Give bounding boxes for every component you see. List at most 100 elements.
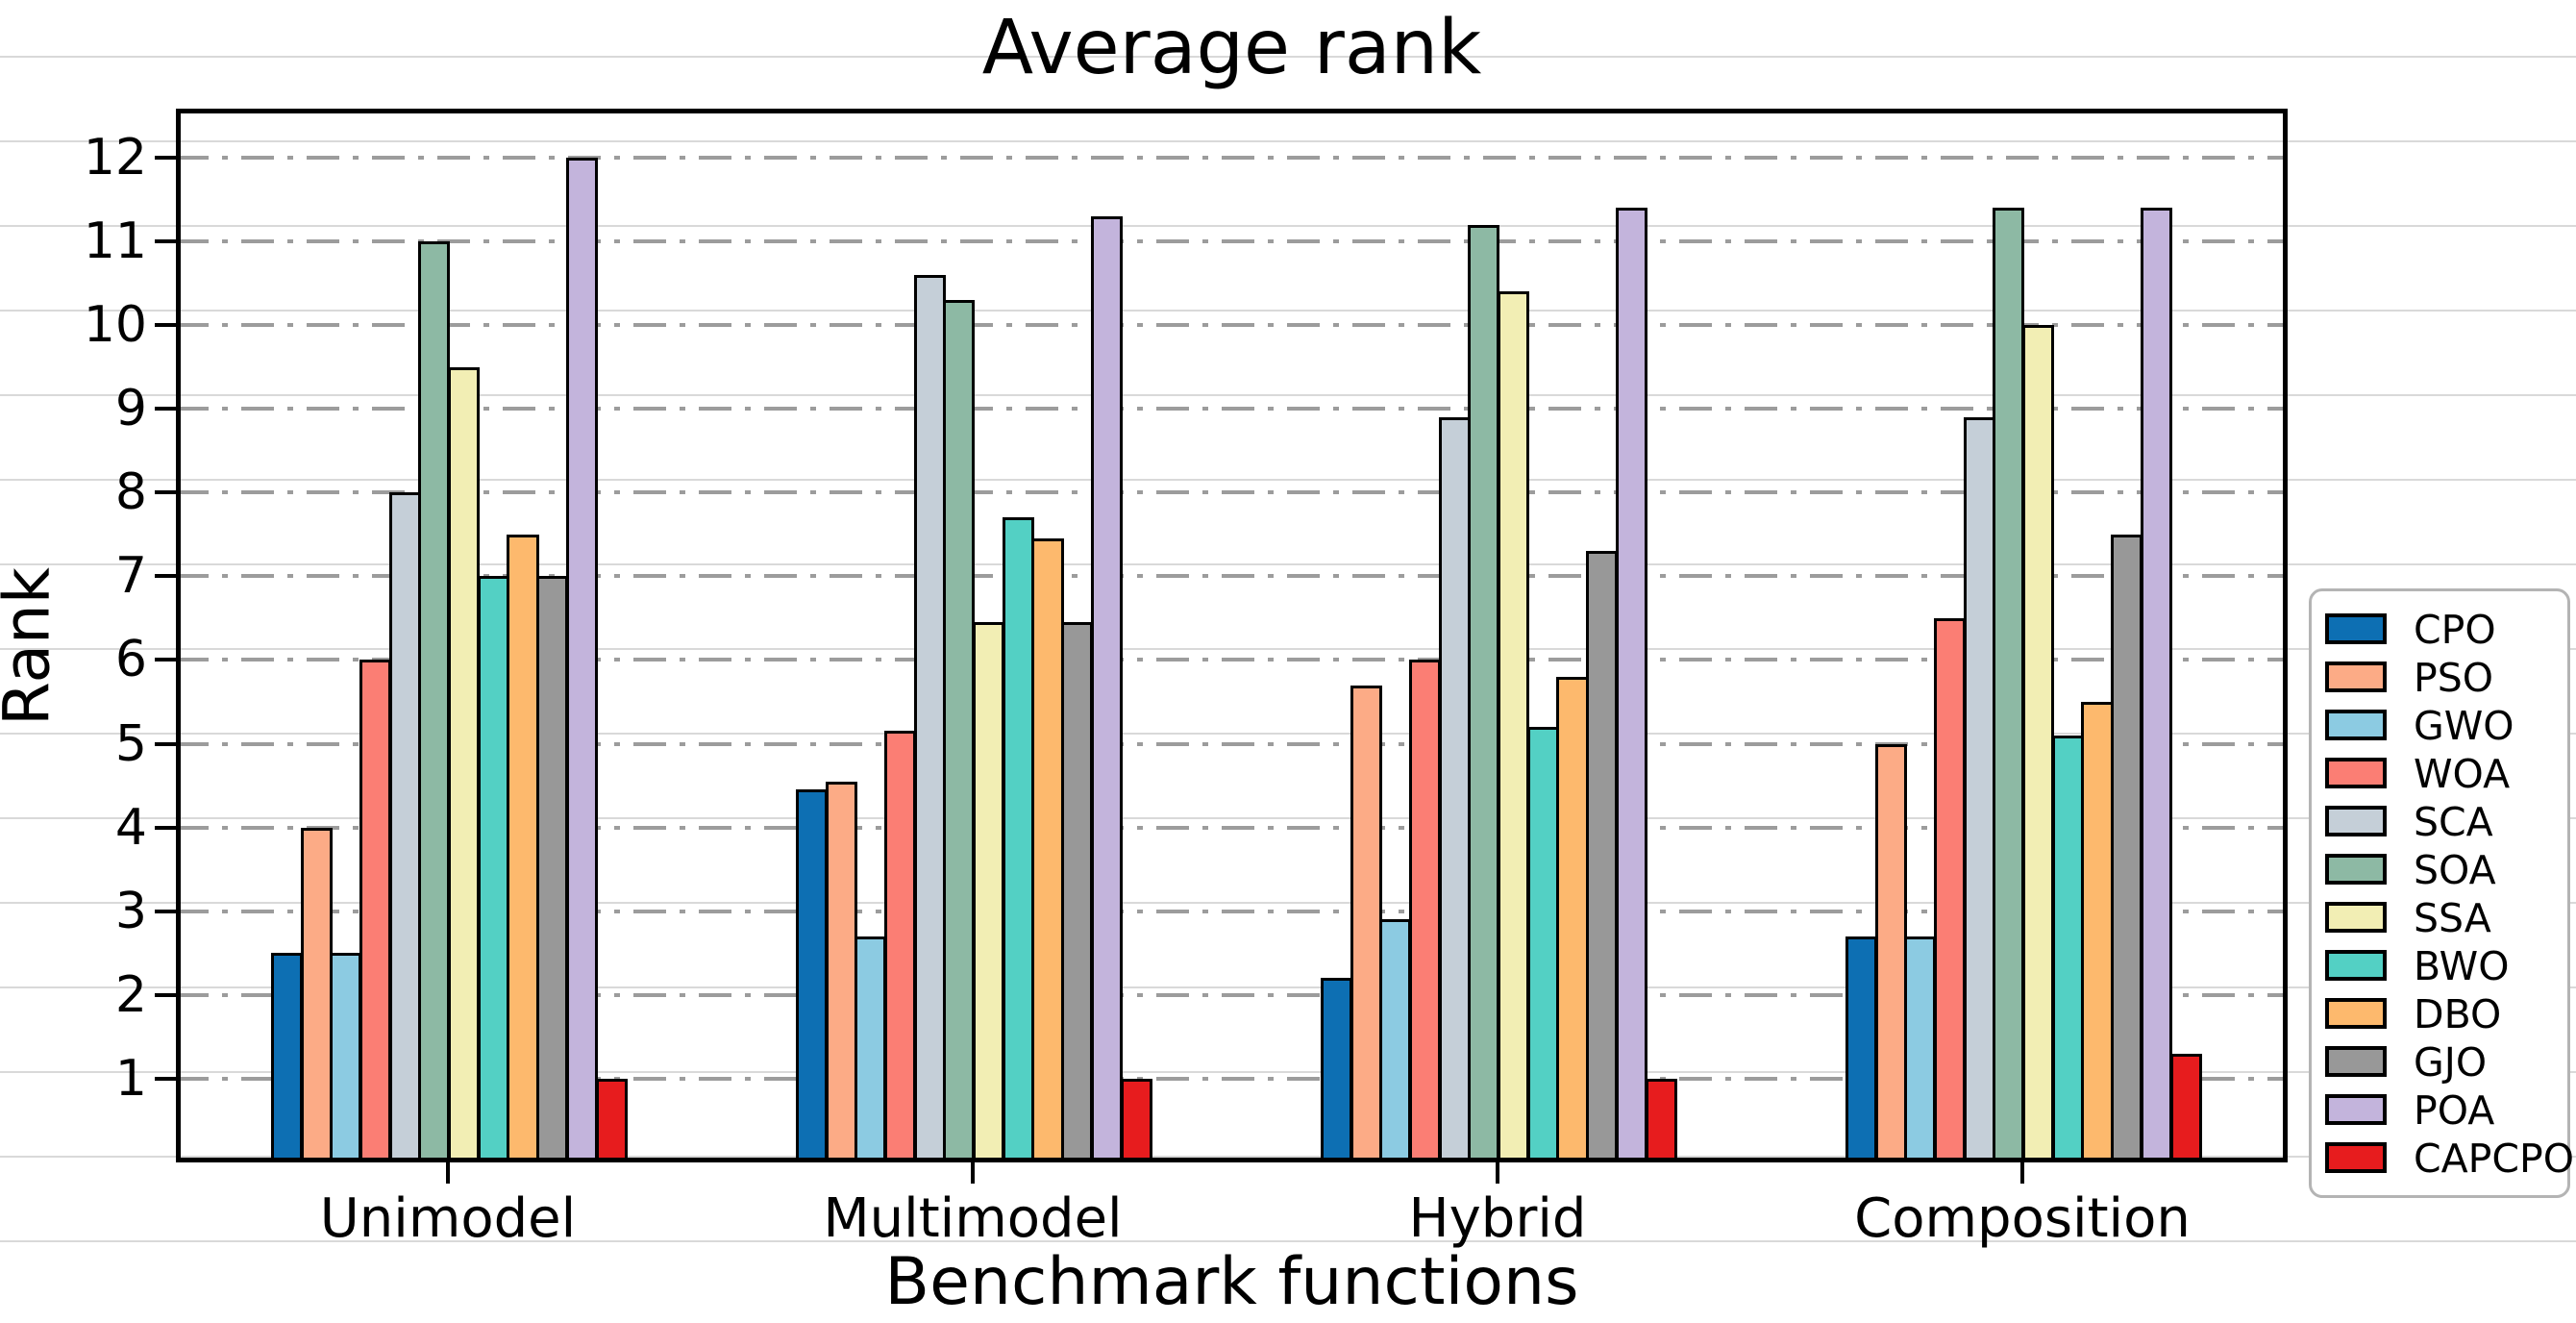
ruled-line <box>0 1240 2576 1242</box>
y-tick-label-7: 7 <box>114 547 147 606</box>
y-tick-label-4: 4 <box>114 798 147 857</box>
y-tick-5 <box>155 741 176 746</box>
bar-CPO-Hybrid <box>1320 978 1352 1161</box>
ruled-line <box>0 733 2576 735</box>
legend-item-PSO: PSO <box>2325 654 2565 702</box>
bar-PSO-Hybrid <box>1350 685 1382 1161</box>
y-tick-label-5: 5 <box>114 714 147 773</box>
legend-label-GWO: GWO <box>2414 703 2514 749</box>
ruled-line <box>0 902 2576 904</box>
legend-item-DBO: DBO <box>2325 990 2565 1038</box>
y-tick-label-9: 9 <box>114 380 147 438</box>
legend-swatch-GWO <box>2325 710 2387 740</box>
legend: CPO PSO GWO WOA SCA SOA SSA BWO DBO GJO POA CAPCPO <box>2309 588 2574 1198</box>
legend-item-SSA: SSA <box>2325 894 2565 942</box>
bar-GJO-Hybrid <box>1586 551 1619 1161</box>
legend-swatch-SOA <box>2325 854 2387 885</box>
x-tick-Multimodel <box>971 1162 975 1184</box>
legend-label-PSO: PSO <box>2414 655 2494 701</box>
chart-title: Average rank <box>981 5 1482 91</box>
legend-item-WOA: WOA <box>2325 750 2565 798</box>
y-axis-label: Rank <box>0 567 64 726</box>
legend-swatch-WOA <box>2325 758 2387 788</box>
legend-swatch-POA <box>2325 1094 2387 1125</box>
y-tick-label-12: 12 <box>83 128 147 187</box>
y-tick-label-3: 3 <box>114 882 147 940</box>
legend-label-CPO: CPO <box>2414 607 2496 653</box>
legend-swatch-BWO <box>2325 950 2387 981</box>
gridline-rank-2 <box>176 992 2288 997</box>
bar-POA-Hybrid <box>1615 208 1647 1161</box>
x-tick-label-Composition: Composition <box>1854 1187 2191 1250</box>
ruled-line <box>0 817 2576 819</box>
y-tick-10 <box>155 323 176 327</box>
ruled-line <box>0 648 2576 650</box>
ruled-line <box>0 1156 2576 1158</box>
ruled-line <box>0 56 2576 58</box>
bar-POA-Composition <box>2140 208 2172 1161</box>
y-tick-label-6: 6 <box>114 631 147 689</box>
gridline-rank-12 <box>176 155 2288 160</box>
y-tick-label-1: 1 <box>114 1049 147 1108</box>
ruled-line <box>0 225 2576 227</box>
x-tick-label-Hybrid: Hybrid <box>1408 1187 1587 1250</box>
bar-CAPCPO-Composition <box>2169 1053 2202 1161</box>
bar-GWO-Hybrid <box>1379 919 1412 1161</box>
x-tick-label-Unimodel: Unimodel <box>319 1187 577 1250</box>
y-tick-label-8: 8 <box>114 463 147 522</box>
legend-label-SSA: SSA <box>2414 895 2491 941</box>
ruled-line <box>0 563 2576 565</box>
legend-label-WOA: WOA <box>2414 751 2511 797</box>
bar-SSA-Composition <box>2022 325 2055 1161</box>
bar-GJO-Composition <box>2111 534 2143 1161</box>
gridline-rank-9 <box>176 407 2288 412</box>
bar-SSA-Hybrid <box>1498 291 1530 1161</box>
legend-label-BWO: BWO <box>2414 943 2510 989</box>
legend-swatch-GJO <box>2325 1046 2387 1077</box>
x-axis-label: Benchmark functions <box>884 1244 1579 1320</box>
gridline-rank-4 <box>176 825 2288 830</box>
bar-DBO-Composition <box>2081 702 2114 1161</box>
gridline-rank-1 <box>176 1076 2288 1081</box>
legend-swatch-DBO <box>2325 998 2387 1029</box>
ruled-line <box>0 394 2576 396</box>
legend-item-BWO: BWO <box>2325 942 2565 990</box>
legend-label-DBO: DBO <box>2414 991 2502 1037</box>
legend-swatch-CAPCPO <box>2325 1142 2387 1173</box>
gridline-rank-3 <box>176 909 2288 913</box>
legend-item-GJO: GJO <box>2325 1038 2565 1086</box>
gridline-rank-7 <box>176 574 2288 579</box>
y-tick-2 <box>155 992 176 997</box>
y-tick-11 <box>155 238 176 243</box>
legend-label-POA: POA <box>2414 1087 2495 1134</box>
bar-SOA-Unimodel <box>418 240 451 1161</box>
bar-DBO-Unimodel <box>507 534 539 1161</box>
x-tick-Composition <box>2020 1162 2024 1184</box>
y-tick-12 <box>155 155 176 160</box>
x-tick-label-Multimodel: Multimodel <box>823 1187 1123 1250</box>
legend-swatch-SCA <box>2325 806 2387 836</box>
y-tick-6 <box>155 658 176 662</box>
ruled-line <box>0 310 2576 312</box>
y-tick-8 <box>155 490 176 495</box>
legend-swatch-PSO <box>2325 662 2387 692</box>
y-tick-label-2: 2 <box>114 965 147 1024</box>
gridline-rank-5 <box>176 741 2288 746</box>
ruled-line <box>0 1071 2576 1073</box>
legend-item-SCA: SCA <box>2325 798 2565 846</box>
gridline-rank-6 <box>176 658 2288 662</box>
y-tick-3 <box>155 909 176 913</box>
legend-swatch-SSA <box>2325 902 2387 933</box>
y-tick-1 <box>155 1076 176 1081</box>
legend-swatch-CPO <box>2325 613 2387 644</box>
ruled-line <box>0 986 2576 988</box>
legend-label-SOA: SOA <box>2414 847 2496 893</box>
ruled-line <box>0 479 2576 481</box>
bar-POA-Unimodel <box>565 157 598 1161</box>
y-tick-7 <box>155 574 176 579</box>
legend-label-GJO: GJO <box>2414 1039 2488 1086</box>
plot-area <box>176 109 2288 1162</box>
y-tick-4 <box>155 825 176 830</box>
ruled-line <box>0 140 2576 142</box>
